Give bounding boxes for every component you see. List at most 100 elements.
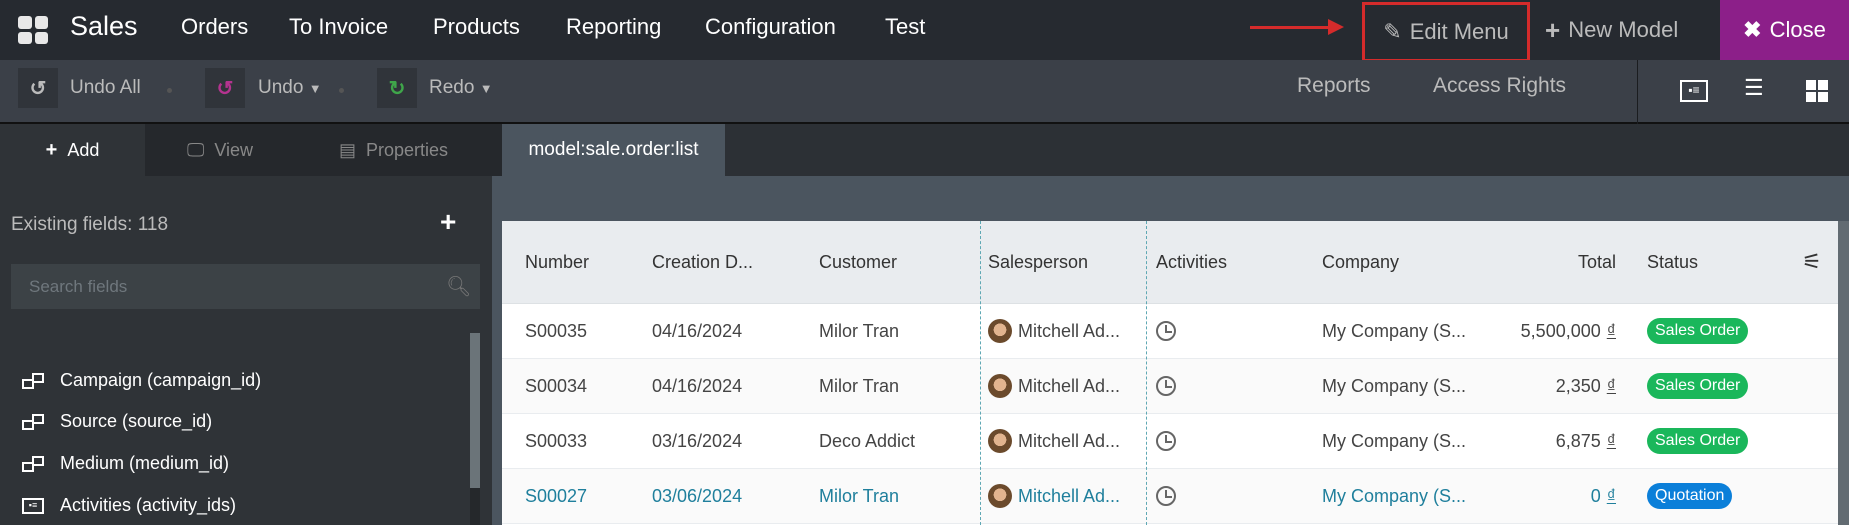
salesperson-name: Mitchell Ad... <box>1018 320 1121 341</box>
tab-view-name[interactable]: model:sale.order:list <box>502 124 725 176</box>
tab-add[interactable]: + Add <box>0 124 145 176</box>
field-item[interactable]: Campaign (campaign_id) <box>22 370 261 391</box>
order-number: S00033 <box>525 430 588 451</box>
currency-symbol: ₫ <box>1606 485 1616 506</box>
tab-view[interactable]: 🖵 View <box>145 124 295 176</box>
creation-date: 04/16/2024 <box>652 375 743 396</box>
field-item[interactable]: ▪≡ Activities (activity_ids) <box>22 495 236 516</box>
column-creation-date[interactable]: Creation D... <box>652 251 754 272</box>
menu-test[interactable]: Test <box>885 14 926 39</box>
total: 2,350 ₫ <box>1556 359 1616 413</box>
column-customer[interactable]: Customer <box>819 251 898 272</box>
column-company[interactable]: Company <box>1322 251 1400 272</box>
reports-link[interactable]: Reports <box>1297 74 1371 97</box>
total: 0 ₫ <box>1591 469 1616 523</box>
search-icon: 🔍︎ <box>446 276 472 298</box>
order-number: S00027 <box>525 485 588 506</box>
table-row[interactable]: S00033 03/16/2024 Deco Addict Mitchell A… <box>502 414 1838 469</box>
creation-date: 03/16/2024 <box>652 430 743 451</box>
status-badge: Sales Order <box>1647 318 1749 344</box>
add-field-button[interactable]: + <box>440 206 457 237</box>
optional-columns-icon[interactable]: ⚟ <box>1802 249 1822 274</box>
activities[interactable] <box>1156 304 1176 358</box>
salesperson: Mitchell Ad... <box>988 304 1120 358</box>
kanban-icon[interactable] <box>1806 80 1828 102</box>
new-model-button[interactable]: + New Model <box>1545 0 1678 60</box>
access-rights-link[interactable]: Access Rights <box>1433 74 1567 97</box>
total: 6,875 ₫ <box>1556 414 1616 468</box>
edit-menu-button[interactable]: ✎ Edit Menu <box>1362 2 1530 62</box>
field-item[interactable]: Source (source_id) <box>22 411 212 432</box>
company: My Company (S... <box>1322 430 1467 451</box>
studio-tabs: + Add 🖵 View ▤ Properties model:sale.order:… <box>0 124 1849 176</box>
clock-icon[interactable] <box>1156 431 1176 451</box>
menu-configuration[interactable]: Configuration <box>705 14 836 39</box>
column-activities[interactable]: Activities <box>1156 251 1228 272</box>
activities[interactable] <box>1156 469 1176 523</box>
tab-add-label: Add <box>67 139 100 160</box>
undo-button[interactable]: Undo ▼ <box>258 77 322 99</box>
status: Sales Order <box>1647 359 1749 413</box>
field-label: Campaign (campaign_id) <box>60 370 262 390</box>
view-editor: Number Creation D... Customer Salesperso… <box>502 176 1849 525</box>
order-number: S00035 <box>525 320 588 341</box>
table-header: Number Creation D... Customer Salesperso… <box>502 221 1838 304</box>
status-badge: Sales Order <box>1647 428 1749 454</box>
avatar <box>988 374 1012 398</box>
currency-symbol: ₫ <box>1606 320 1616 341</box>
relation-icon <box>22 372 44 389</box>
column-salesperson[interactable]: Salesperson <box>988 251 1089 272</box>
company: My Company (S... <box>1322 320 1467 341</box>
status: Quotation <box>1647 469 1733 523</box>
scrollbar-track[interactable] <box>470 488 480 525</box>
scrollbar[interactable] <box>1838 221 1849 525</box>
salesperson: Mitchell Ad... <box>988 469 1120 523</box>
salesperson-name: Mitchell Ad... <box>1018 375 1121 396</box>
list-icon[interactable]: ☰ <box>1744 75 1764 100</box>
menu-reporting[interactable]: Reporting <box>566 14 662 39</box>
redo-icon[interactable]: ↻ <box>377 68 417 108</box>
menu-to-invoice[interactable]: To Invoice <box>289 14 389 39</box>
menu-orders[interactable]: Orders <box>181 14 249 39</box>
avatar <box>988 484 1012 508</box>
contact-card-icon: ▪≡ <box>22 497 44 514</box>
column-total[interactable]: Total <box>1577 251 1616 272</box>
contact-card-icon[interactable]: ▪≡ <box>1680 80 1708 102</box>
clock-icon[interactable] <box>1156 321 1176 341</box>
activities[interactable] <box>1156 414 1176 468</box>
table-row[interactable]: S00035 04/16/2024 Milor Tran Mitchell Ad… <box>502 304 1838 359</box>
column-status[interactable]: Status <box>1647 251 1699 272</box>
relation-icon <box>22 455 44 472</box>
list-view-table: Number Creation D... Customer Salesperso… <box>502 221 1838 525</box>
undo-icon[interactable]: ↺ <box>205 68 245 108</box>
table-row[interactable]: S00034 04/16/2024 Milor Tran Mitchell Ad… <box>502 359 1838 414</box>
status-badge: Sales Order <box>1647 373 1749 399</box>
annotation-arrow <box>1250 26 1332 29</box>
table-row[interactable]: S00027 03/06/2024 Milor Tran Mitchell Ad… <box>502 469 1838 524</box>
field-item[interactable]: Medium (medium_id) <box>22 453 229 474</box>
avatar <box>988 319 1012 343</box>
clock-icon[interactable] <box>1156 486 1176 506</box>
total-amount: 0 <box>1590 485 1601 506</box>
undo-all-button[interactable]: Undo All <box>70 77 141 98</box>
new-model-label: New Model <box>1568 17 1679 42</box>
scrollbar[interactable] <box>470 333 480 488</box>
column-number[interactable]: Number <box>525 251 590 272</box>
app-brand[interactable]: Sales <box>70 11 138 41</box>
clock-icon[interactable] <box>1156 376 1176 396</box>
edit-menu-label: Edit Menu <box>1409 19 1509 44</box>
redo-button[interactable]: Redo ▼ <box>429 77 493 99</box>
app-menu-icon[interactable] <box>18 16 48 44</box>
column-highlight-border <box>1146 221 1147 525</box>
close-button[interactable]: ✖ Close <box>1720 0 1849 60</box>
customer: Deco Addict <box>819 430 916 451</box>
tab-properties[interactable]: ▤ Properties <box>295 124 492 176</box>
search-fields-input[interactable] <box>11 264 480 309</box>
field-label: Activities (activity_ids) <box>60 495 237 515</box>
menu-products[interactable]: Products <box>433 14 520 39</box>
separator-dot <box>339 88 344 93</box>
salesperson-name: Mitchell Ad... <box>1018 430 1121 451</box>
activities[interactable] <box>1156 359 1176 413</box>
company: My Company (S... <box>1322 485 1467 506</box>
undo-all-icon[interactable]: ↺ <box>18 68 58 108</box>
